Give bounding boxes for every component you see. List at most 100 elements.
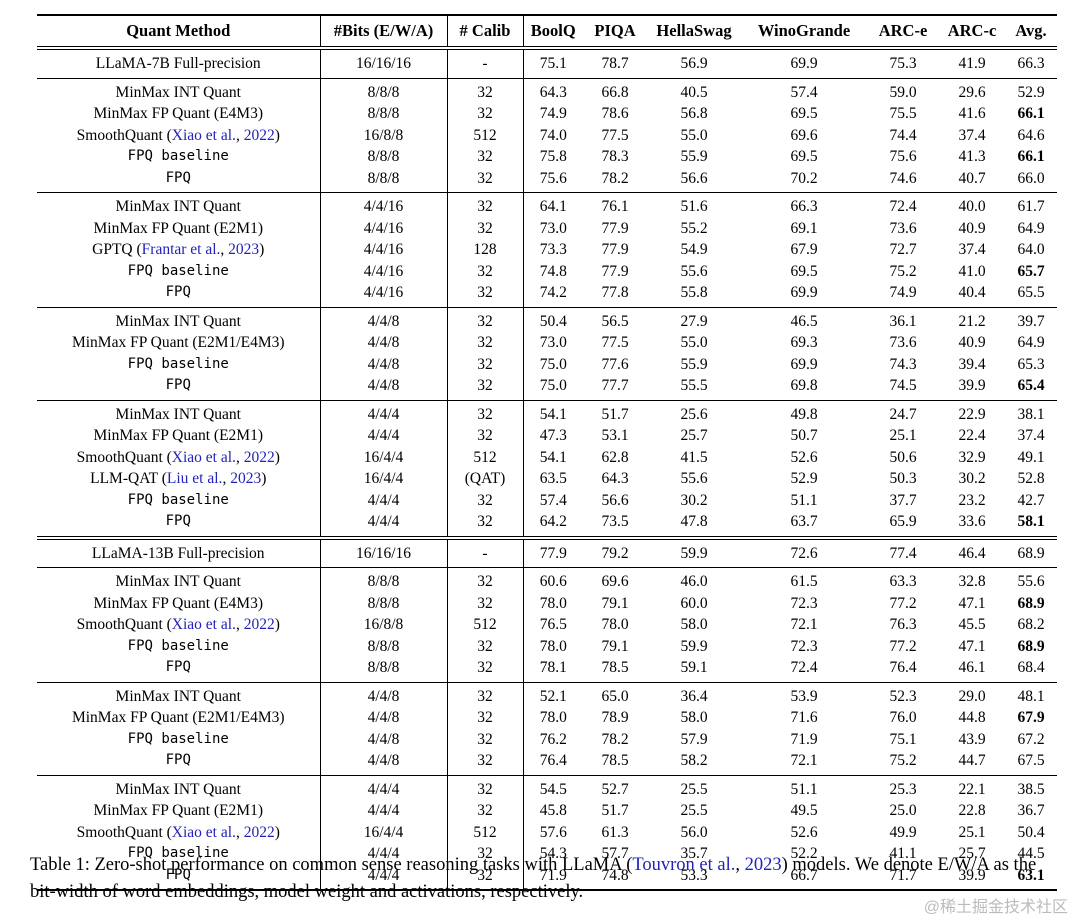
score-cell-arc-c: 39.9 bbox=[958, 377, 986, 394]
citation-separator: , bbox=[235, 823, 244, 841]
citation-link[interactable]: Xiao et al. bbox=[171, 823, 236, 841]
score-cell-piqa: 66.8 bbox=[601, 83, 629, 101]
citation-link[interactable]: Liu et al. bbox=[166, 470, 223, 487]
score-cell-hellaswag: 55.0 bbox=[680, 334, 708, 351]
score-cell-piqa: 77.6 bbox=[601, 355, 629, 373]
score-cell-piqa: 78.2 bbox=[601, 730, 629, 748]
method-cell: MinMax FP Quant (E4M3) bbox=[37, 103, 321, 125]
citation-link[interactable]: Frantar et al. bbox=[141, 241, 221, 258]
table-row: FPQ 8/8/8 32 78.1 78.5 59.1 72.4 76.4 46.1 68.4 bbox=[37, 657, 1057, 682]
score-cell-arc-e: 65.9 bbox=[889, 513, 917, 530]
score-cell-boolq: 54.5 bbox=[539, 780, 567, 798]
score-cell-hellaswag: 55.9 bbox=[680, 148, 708, 165]
table-row: FPQ 4/4/8 32 76.4 78.5 58.2 72.1 75.2 44.7 67.5 bbox=[37, 750, 1057, 775]
method-label: ) bbox=[274, 616, 280, 633]
citation-link[interactable]: 2022 bbox=[243, 616, 275, 633]
calib-cell: 32 bbox=[447, 592, 524, 614]
citation-link[interactable]: Touvron et al. bbox=[632, 855, 736, 875]
citation-link[interactable]: Xiao et al. bbox=[171, 126, 236, 144]
method-label: ) bbox=[274, 448, 280, 466]
watermark: @稀土掘金技术社区 bbox=[923, 899, 1068, 916]
score-cell-boolq: 57.4 bbox=[539, 491, 567, 509]
method-label: SmoothQuant ( bbox=[76, 448, 172, 466]
bits-cell: 4/4/8 bbox=[320, 728, 448, 750]
table-row: FPQ 4/4/4 32 71.9 74.8 53.3 66.7 71.7 39.9 63.1 bbox=[37, 864, 1057, 890]
bits-cell: 4/4/4 bbox=[320, 864, 448, 890]
citation-link[interactable]: 2022 bbox=[243, 448, 275, 466]
score-cell-hellaswag: 56.9 bbox=[680, 55, 708, 72]
score-cell-boolq: 74.8 bbox=[539, 262, 567, 280]
score-cell-arc-e: 75.6 bbox=[889, 148, 917, 165]
score-cell-piqa: 77.9 bbox=[601, 262, 629, 280]
score-cell-piqa: 53.1 bbox=[601, 427, 629, 444]
score-cell-hellaswag: 25.5 bbox=[680, 802, 708, 819]
score-cell-arc-e: 37.7 bbox=[889, 491, 917, 509]
score-cell-arc-e: 41.1 bbox=[889, 845, 917, 862]
score-cell-arc-e: 76.3 bbox=[889, 616, 917, 633]
method-cell: SmoothQuant (Xiao et al., 2022) bbox=[37, 614, 321, 636]
score-cell-arc-e: 25.0 bbox=[889, 802, 917, 819]
score-cell-arc-e: 71.7 bbox=[889, 866, 917, 884]
method-cell: SmoothQuant (Xiao et al., 2022) bbox=[37, 446, 321, 468]
score-cell-hellaswag: 59.9 bbox=[680, 544, 708, 562]
bits-cell: 16/4/4 bbox=[320, 468, 448, 490]
citation-link[interactable]: Xiao et al. bbox=[171, 448, 236, 466]
method-label: MinMax INT Quant bbox=[115, 83, 241, 101]
method-cell: MinMax FP Quant (E2M1) bbox=[37, 800, 321, 822]
quant-group-section: MinMax INT Quant 4/4/4 32 54.5 52.7 25.5 51.1 2… bbox=[37, 775, 1057, 890]
column-header-arc-c: ARC-c bbox=[947, 21, 997, 40]
score-cell-avg: 38.5 bbox=[1017, 780, 1045, 798]
citation-separator: , bbox=[220, 241, 229, 258]
score-cell-piqa: 78.5 bbox=[601, 752, 629, 769]
method-label: FPQ baseline bbox=[127, 262, 229, 279]
score-cell-arc-e: 72.4 bbox=[889, 198, 917, 215]
bits-cell: 4/4/4 bbox=[320, 511, 448, 538]
score-cell-avg: 36.7 bbox=[1017, 802, 1045, 819]
score-cell-arc-e: 50.6 bbox=[889, 448, 917, 466]
bits-cell: 4/4/8 bbox=[320, 332, 448, 354]
column-header-quant-method: Quant Method bbox=[37, 15, 321, 48]
method-label: ) bbox=[274, 823, 280, 841]
score-cell-piqa: 77.7 bbox=[601, 377, 629, 394]
score-cell-hellaswag: 27.9 bbox=[680, 312, 708, 330]
caption-text: ) models. We denote E/W/A as the bit-wid… bbox=[30, 855, 1037, 902]
citation-separator: , bbox=[235, 448, 244, 466]
score-cell-arc-c: 47.1 bbox=[958, 594, 986, 612]
score-cell-hellaswag: 56.8 bbox=[680, 105, 708, 122]
citation-link[interactable]: 2023 bbox=[228, 241, 260, 258]
header-row: Quant Method #Bits (E/W/A) # Calib BoolQ PIQ… bbox=[37, 15, 1057, 48]
score-cell-hellaswag: 56.6 bbox=[680, 169, 708, 187]
score-cell-arc-e: 63.3 bbox=[889, 573, 917, 590]
score-cell-avg: 61.7 bbox=[1017, 198, 1045, 215]
method-cell: LLaMA-7B Full-precision bbox=[37, 48, 321, 78]
calib-cell: 512 bbox=[447, 124, 524, 146]
score-cell-arc-c: 46.1 bbox=[958, 659, 986, 676]
citation-link[interactable]: 2023 bbox=[744, 855, 782, 875]
method-cell: FPQ baseline bbox=[37, 353, 321, 375]
score-cell-hellaswag: 41.5 bbox=[680, 448, 708, 466]
score-cell-arc-c: 47.1 bbox=[958, 637, 986, 655]
score-cell-piqa: 77.9 bbox=[601, 241, 629, 258]
score-cell-arc-c: 44.7 bbox=[958, 752, 986, 769]
method-label: FPQ baseline bbox=[127, 730, 229, 747]
score-cell-piqa: 62.8 bbox=[601, 448, 629, 466]
citation-link[interactable]: Xiao et al. bbox=[171, 616, 236, 633]
score-cell-avg: 68.9 bbox=[1017, 544, 1045, 562]
method-label: MinMax FP Quant (E2M1) bbox=[93, 802, 264, 819]
score-cell-winogrande: 72.4 bbox=[790, 659, 818, 676]
citation-link[interactable]: 2022 bbox=[243, 823, 275, 841]
score-cell-winogrande: 72.3 bbox=[790, 594, 818, 612]
score-cell-piqa: 78.0 bbox=[601, 616, 629, 633]
citation-link[interactable]: 2023 bbox=[230, 470, 262, 487]
score-cell-piqa: 77.9 bbox=[601, 219, 629, 237]
method-cell: FPQ bbox=[37, 282, 321, 307]
calib-cell: 32 bbox=[447, 307, 524, 332]
quant-group-section: MinMax INT Quant 8/8/8 32 60.6 69.6 46.0 61.5 6… bbox=[37, 567, 1057, 682]
score-cell-arc-e: 36.1 bbox=[889, 312, 917, 330]
score-cell-arc-c: 32.8 bbox=[958, 573, 986, 590]
table-row: MinMax INT Quant 4/4/4 32 54.5 52.7 25.5 51.1 2… bbox=[37, 775, 1057, 800]
method-label: ) bbox=[261, 470, 267, 487]
method-cell: MinMax INT Quant bbox=[37, 192, 321, 218]
citation-link[interactable]: 2022 bbox=[243, 126, 275, 144]
method-cell: FPQ bbox=[37, 375, 321, 400]
